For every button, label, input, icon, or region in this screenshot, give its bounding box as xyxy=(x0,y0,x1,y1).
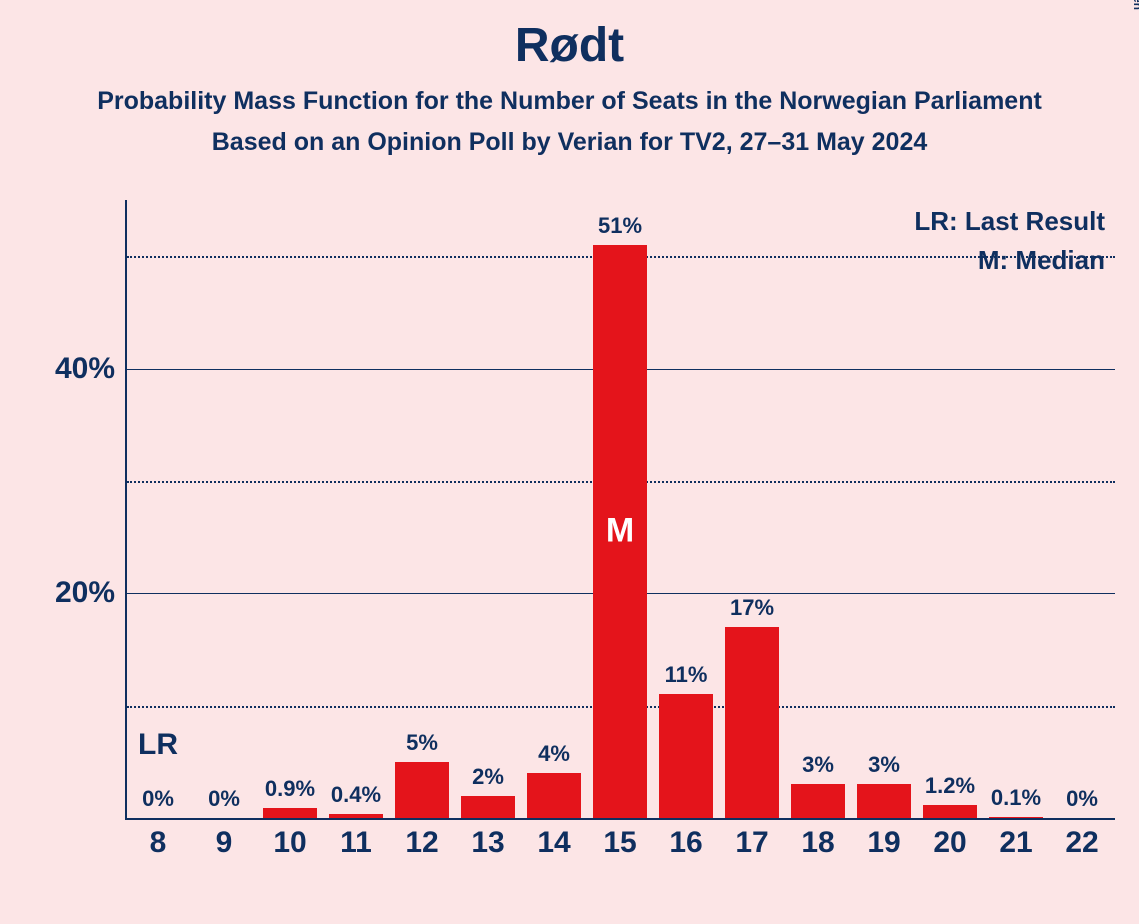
bar xyxy=(461,796,515,818)
chart-title: Rødt xyxy=(0,0,1139,73)
x-tick-label: 14 xyxy=(537,826,570,860)
bar-value-label: 51% xyxy=(598,213,642,245)
bar xyxy=(659,694,713,818)
bar xyxy=(527,773,581,818)
chart-subtitle-2: Based on an Opinion Poll by Verian for T… xyxy=(0,128,1139,157)
x-tick-label: 12 xyxy=(405,826,438,860)
x-tick-label: 9 xyxy=(216,826,233,860)
bar-value-label: 11% xyxy=(665,662,708,694)
x-tick-label: 13 xyxy=(471,826,504,860)
y-tick-label: 20% xyxy=(55,576,115,610)
bar xyxy=(791,784,845,818)
bar-value-label: 1.2% xyxy=(925,773,975,805)
bar-value-label: 0.9% xyxy=(265,776,315,808)
x-tick-label: 10 xyxy=(273,826,306,860)
bar xyxy=(857,784,911,818)
x-axis xyxy=(125,818,1115,820)
bar xyxy=(989,817,1043,818)
bar xyxy=(923,805,977,818)
lr-marker: LR xyxy=(138,728,178,762)
copyright-text: © 2024 Filip van Laenen xyxy=(1131,0,1139,10)
x-tick-label: 18 xyxy=(801,826,834,860)
x-tick-label: 20 xyxy=(933,826,966,860)
bar-value-label: 0% xyxy=(142,786,174,818)
bar-value-label: 3% xyxy=(868,752,900,784)
bar xyxy=(329,814,383,818)
x-tick-label: 11 xyxy=(340,826,372,860)
y-tick-label: 40% xyxy=(55,352,115,386)
bar-value-label: 5% xyxy=(406,730,438,762)
x-tick-label: 21 xyxy=(999,826,1032,860)
bar-value-label: 17% xyxy=(730,595,774,627)
bar-value-label: 2% xyxy=(472,764,504,796)
bar-value-label: 0% xyxy=(1066,786,1098,818)
median-marker: M xyxy=(606,512,634,551)
bars-container: 0% LR 0% 0.9% 0.4% 5% 2% 4% 51% M 11% 17% 3% 3% 1.2% 0.… xyxy=(125,200,1115,818)
chart-area: LR: Last Result M: Median 20%40% 0%LR0%0… xyxy=(125,200,1115,860)
bar xyxy=(263,808,317,818)
x-tick-label: 22 xyxy=(1065,826,1098,860)
bar-value-label: 0.1% xyxy=(991,785,1041,817)
bar xyxy=(395,762,449,818)
bar xyxy=(725,627,779,818)
x-tick-label: 16 xyxy=(669,826,702,860)
bar-value-label: 0% xyxy=(208,786,240,818)
bar-value-label: 4% xyxy=(538,741,570,773)
x-tick-label: 19 xyxy=(867,826,900,860)
x-tick-label: 15 xyxy=(603,826,636,860)
chart-subtitle-1: Probability Mass Function for the Number… xyxy=(0,87,1139,116)
bar-value-label: 3% xyxy=(802,752,834,784)
x-tick-label: 17 xyxy=(735,826,768,860)
x-tick-label: 8 xyxy=(150,826,167,860)
bar-value-label: 0.4% xyxy=(331,782,381,814)
